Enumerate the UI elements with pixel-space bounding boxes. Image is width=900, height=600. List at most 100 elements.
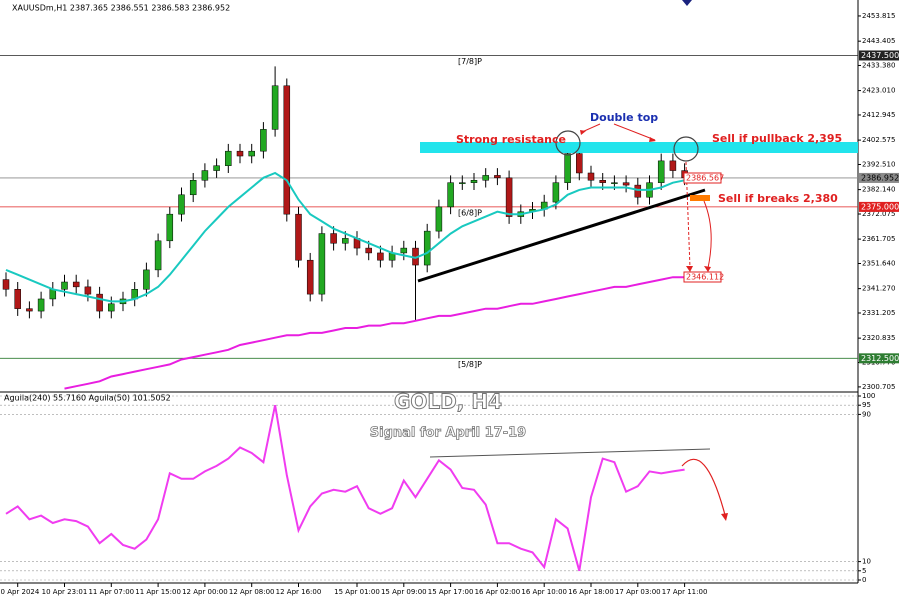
y-tick-label: 2443.405 — [862, 37, 895, 45]
candle-body — [657, 160, 665, 183]
y-tick-label: 2412.945 — [862, 111, 895, 119]
candle-body — [248, 150, 255, 157]
candle-body — [178, 194, 185, 215]
x-tick-label: 15 Apr 17:00 — [428, 588, 474, 596]
candle-body — [213, 165, 220, 171]
y-tick-label: 2331.205 — [862, 309, 895, 317]
candle-body — [143, 269, 150, 290]
top-circle — [555, 130, 581, 156]
candle-body — [505, 177, 513, 217]
level-tag — [859, 172, 899, 183]
candle-body — [236, 150, 244, 157]
candle-body — [295, 213, 302, 261]
x-tick-label: 16 Apr 18:00 — [568, 588, 614, 596]
annotation: Strong resistance — [456, 133, 566, 146]
candle-body — [225, 150, 232, 166]
y-tick-label: 2453.815 — [862, 12, 895, 20]
candle-body — [283, 85, 291, 215]
candle-body — [482, 175, 489, 181]
chart-header: XAUUSDm,H1 2387.365 2386.551 2386.583 23… — [12, 4, 230, 13]
y-tick-label: 0 — [862, 576, 866, 584]
x-tick-label: 11 Apr 15:00 — [135, 588, 181, 596]
candle-body — [423, 230, 431, 266]
candle-body — [84, 286, 92, 295]
y-tick-label: 2320.835 — [862, 334, 895, 342]
candle-body — [37, 298, 45, 312]
candle-body — [330, 233, 337, 244]
level-name: [6/8]P — [458, 208, 482, 217]
annotation: Sell if breaks 2,380 — [718, 192, 838, 205]
level-tag-label: 2312.500 — [861, 354, 899, 363]
level-tag — [859, 353, 899, 364]
level-name: [7/8]P — [458, 57, 482, 66]
x-tick-label: 16 Apr 02:00 — [475, 588, 521, 596]
arrow — [703, 200, 712, 269]
candle-body — [459, 182, 466, 184]
y-tick-label: 2392.510 — [862, 160, 895, 168]
candle-body — [189, 180, 197, 196]
candle-body — [318, 233, 326, 295]
y-tick-label: 5 — [862, 567, 866, 575]
level-tag-label: 2437.500 — [861, 51, 899, 60]
candle-body — [271, 85, 279, 130]
plot-layers: 2453.815 2443.405 2433.380 2423.010 2412.945… — [0, 12, 899, 596]
x-tick-label: 15 Apr 09:00 — [381, 588, 427, 596]
candle-body — [552, 182, 560, 203]
y-tick-label: 2372.075 — [862, 210, 895, 218]
y-tick-label: 2402.575 — [862, 136, 895, 144]
price-tag-box — [683, 172, 722, 184]
trend-line — [417, 188, 706, 283]
x-tick-label: 12 Apr 00:00 — [182, 588, 228, 596]
indicator-line — [5, 171, 685, 303]
candle-body — [2, 279, 10, 290]
candle-body — [96, 293, 103, 312]
x-tick-label: 15 Apr 01:00 — [334, 588, 380, 596]
candle-body — [14, 289, 21, 309]
level-tag-label: 2375.000 — [861, 202, 899, 211]
annotation: Double top — [590, 111, 658, 124]
y-tick-label: 100 — [862, 392, 875, 400]
candle-body — [166, 213, 174, 242]
level-tag — [859, 50, 899, 61]
candle-body — [494, 175, 501, 179]
indicator-header: Aguila(240) 55.7160 Aguila(50) 101.5052 — [4, 394, 171, 403]
y-tick-label: 10 — [862, 558, 871, 566]
x-tick-label: 12 Apr 08:00 — [229, 588, 275, 596]
candle-body — [61, 281, 68, 290]
candle-body — [400, 247, 408, 254]
y-tick-label: 2341.270 — [862, 285, 895, 293]
resistance-zone — [420, 142, 858, 153]
candle-body — [260, 129, 267, 152]
arrow — [613, 123, 656, 141]
level-tag — [859, 201, 899, 212]
indicator-line — [64, 276, 685, 390]
candle-body — [470, 180, 478, 183]
y-tick-label: 95 — [862, 401, 871, 409]
y-tick-label: 2351.640 — [862, 259, 895, 267]
watermark-title: GOLD, H4 — [394, 390, 502, 414]
annotation: Sell if pullback 2,395 — [712, 132, 842, 145]
candle-body — [611, 182, 618, 184]
arrow — [681, 458, 726, 516]
arrowhead — [721, 513, 728, 521]
level-name: [5/8]P — [458, 360, 482, 369]
y-tick-label: 90 — [862, 410, 871, 418]
price-tag-box — [683, 271, 722, 283]
candle-body — [447, 182, 454, 208]
candle-body — [342, 238, 349, 244]
candle-body — [669, 160, 677, 171]
top-circle — [673, 136, 699, 162]
watermark-subtitle: Signal for April 17-19 — [370, 426, 526, 441]
candle-body — [435, 206, 443, 232]
candle-body — [587, 172, 595, 181]
x-tick-label: 12 Apr 16:00 — [276, 588, 322, 596]
x-tick-label: 10 Apr 2024 — [0, 588, 40, 596]
candle-body — [365, 247, 372, 254]
break-marker — [690, 195, 710, 201]
candle-body — [564, 153, 571, 183]
x-tick-label: 10 Apr 23:01 — [42, 588, 88, 596]
indicator-line — [5, 404, 685, 572]
candle-body — [377, 252, 384, 261]
